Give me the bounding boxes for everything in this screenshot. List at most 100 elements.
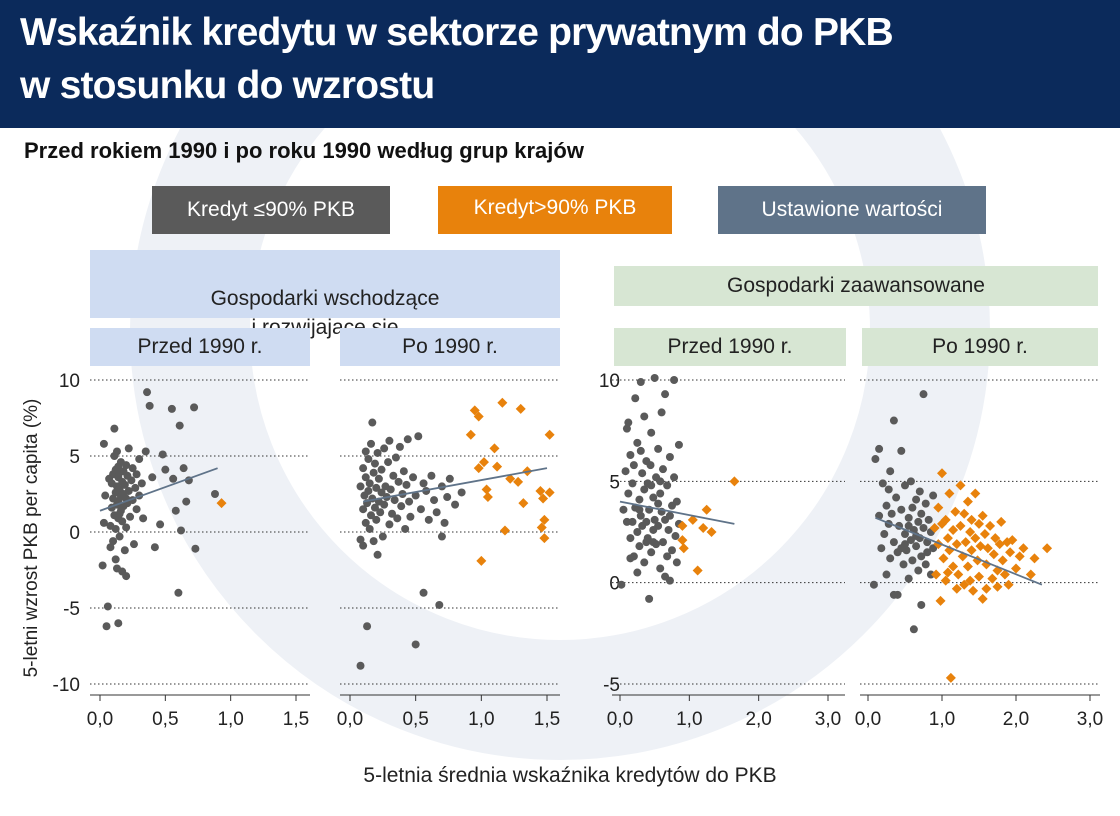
high-credit-point xyxy=(985,520,996,531)
high-credit-point xyxy=(489,443,500,454)
high-credit-point xyxy=(701,504,712,515)
legend-high-credit-label: Kredyt>90% PKB xyxy=(473,196,637,219)
low-credit-point xyxy=(871,455,880,464)
chart-subtitle: Przed rokiem 1990 i po roku 1990 według … xyxy=(24,138,584,163)
low-credit-point xyxy=(917,509,926,518)
high-credit-point xyxy=(729,476,740,487)
period-header-emerging-after-label: Po 1990 r. xyxy=(402,335,498,358)
low-credit-point xyxy=(621,467,630,476)
low-credit-point xyxy=(884,485,893,494)
low-credit-point xyxy=(373,448,382,457)
low-credit-point xyxy=(359,464,368,473)
low-credit-point xyxy=(654,444,663,453)
high-credit-point xyxy=(999,569,1010,580)
period-header-emerging-before-label: Przed 1990 r. xyxy=(137,335,263,358)
period-header-emerging-before: Przed 1990 r. xyxy=(90,328,310,366)
low-credit-point xyxy=(657,408,666,417)
high-credit-point xyxy=(536,522,547,533)
low-credit-point xyxy=(665,453,674,462)
low-credit-point xyxy=(904,521,913,530)
high-credit-point xyxy=(465,429,476,440)
low-credit-point xyxy=(99,518,108,527)
low-credit-point xyxy=(877,544,886,553)
low-credit-point xyxy=(649,538,658,547)
low-credit-point xyxy=(912,542,921,551)
high-credit-point xyxy=(937,468,947,479)
low-credit-point xyxy=(668,546,676,555)
low-credit-point xyxy=(665,511,674,520)
y-tick-label: 0 xyxy=(69,523,80,544)
low-credit-point xyxy=(649,493,658,502)
low-credit-point xyxy=(179,464,188,473)
high-credit-point xyxy=(948,561,959,572)
period-header-advanced-after: Po 1990 r. xyxy=(862,328,1098,366)
low-credit-point xyxy=(445,474,454,483)
low-credit-point xyxy=(391,453,400,462)
low-credit-point xyxy=(435,600,444,609)
low-credit-point xyxy=(650,515,659,524)
low-credit-point xyxy=(148,473,157,482)
x-tick-label: 0,0 xyxy=(337,709,363,730)
high-credit-point xyxy=(992,581,1003,592)
low-credit-point xyxy=(626,534,635,543)
low-credit-point xyxy=(210,490,219,498)
low-credit-point xyxy=(661,572,670,581)
low-credit-point xyxy=(889,416,898,425)
group-header-advanced-label: Gospodarki zaawansowane xyxy=(727,274,985,297)
high-credit-point xyxy=(945,672,956,683)
high-credit-point xyxy=(990,533,1001,544)
low-credit-point xyxy=(640,558,649,567)
low-credit-point xyxy=(897,544,906,553)
low-credit-point xyxy=(385,520,394,529)
high-credit-point xyxy=(544,487,555,498)
high-credit-point xyxy=(942,567,953,578)
low-credit-point xyxy=(631,394,640,403)
low-credit-point xyxy=(118,517,127,526)
period-header-advanced-before-label: Przed 1990 r. xyxy=(667,335,793,358)
low-credit-point xyxy=(661,390,670,399)
high-credit-point xyxy=(938,553,949,564)
low-credit-point xyxy=(909,625,918,634)
low-credit-point xyxy=(457,488,466,497)
high-credit-point xyxy=(966,545,977,556)
low-credit-point xyxy=(642,538,651,547)
high-credit-point xyxy=(481,484,492,495)
low-credit-point xyxy=(647,428,656,437)
low-credit-point xyxy=(359,505,368,514)
low-credit-point xyxy=(419,588,428,597)
low-credit-point xyxy=(636,511,645,520)
low-credit-point xyxy=(102,622,111,631)
low-credit-point xyxy=(99,439,108,448)
low-credit-point xyxy=(617,580,626,589)
group-header-emerging: Gospodarki wschodzące i rozwijające się xyxy=(90,250,560,339)
low-credit-point xyxy=(380,500,389,509)
high-credit-point xyxy=(513,476,524,487)
fitted-values-line xyxy=(362,467,548,503)
low-credit-point xyxy=(156,520,165,529)
y-tick-label: -5 xyxy=(603,675,620,696)
high-credit-point xyxy=(948,524,959,535)
high-credit-point xyxy=(677,520,688,531)
high-credit-point xyxy=(981,583,992,594)
high-credit-point xyxy=(970,533,981,544)
low-credit-point xyxy=(364,455,373,464)
high-credit-point xyxy=(692,565,703,576)
low-credit-point xyxy=(929,544,938,553)
low-credit-point xyxy=(424,515,433,524)
low-credit-point xyxy=(356,661,365,670)
low-credit-point xyxy=(663,552,672,561)
low-credit-point xyxy=(399,467,408,476)
y-tick-label: -5 xyxy=(63,599,80,620)
x-tick-label: 0,5 xyxy=(152,709,178,730)
low-credit-point xyxy=(656,564,665,573)
chart-title-line-1: Wskaźnik kredytu w sektorze prywatnym do… xyxy=(20,11,894,54)
high-credit-point xyxy=(476,555,487,566)
low-credit-point xyxy=(897,446,906,455)
x-tick-label: 1,5 xyxy=(534,709,560,730)
x-tick-label: 2,0 xyxy=(1003,709,1029,730)
low-credit-point xyxy=(374,474,383,483)
low-credit-point xyxy=(670,376,679,384)
high-credit-point xyxy=(478,457,489,468)
low-credit-point xyxy=(365,479,374,488)
low-credit-point xyxy=(411,491,420,500)
